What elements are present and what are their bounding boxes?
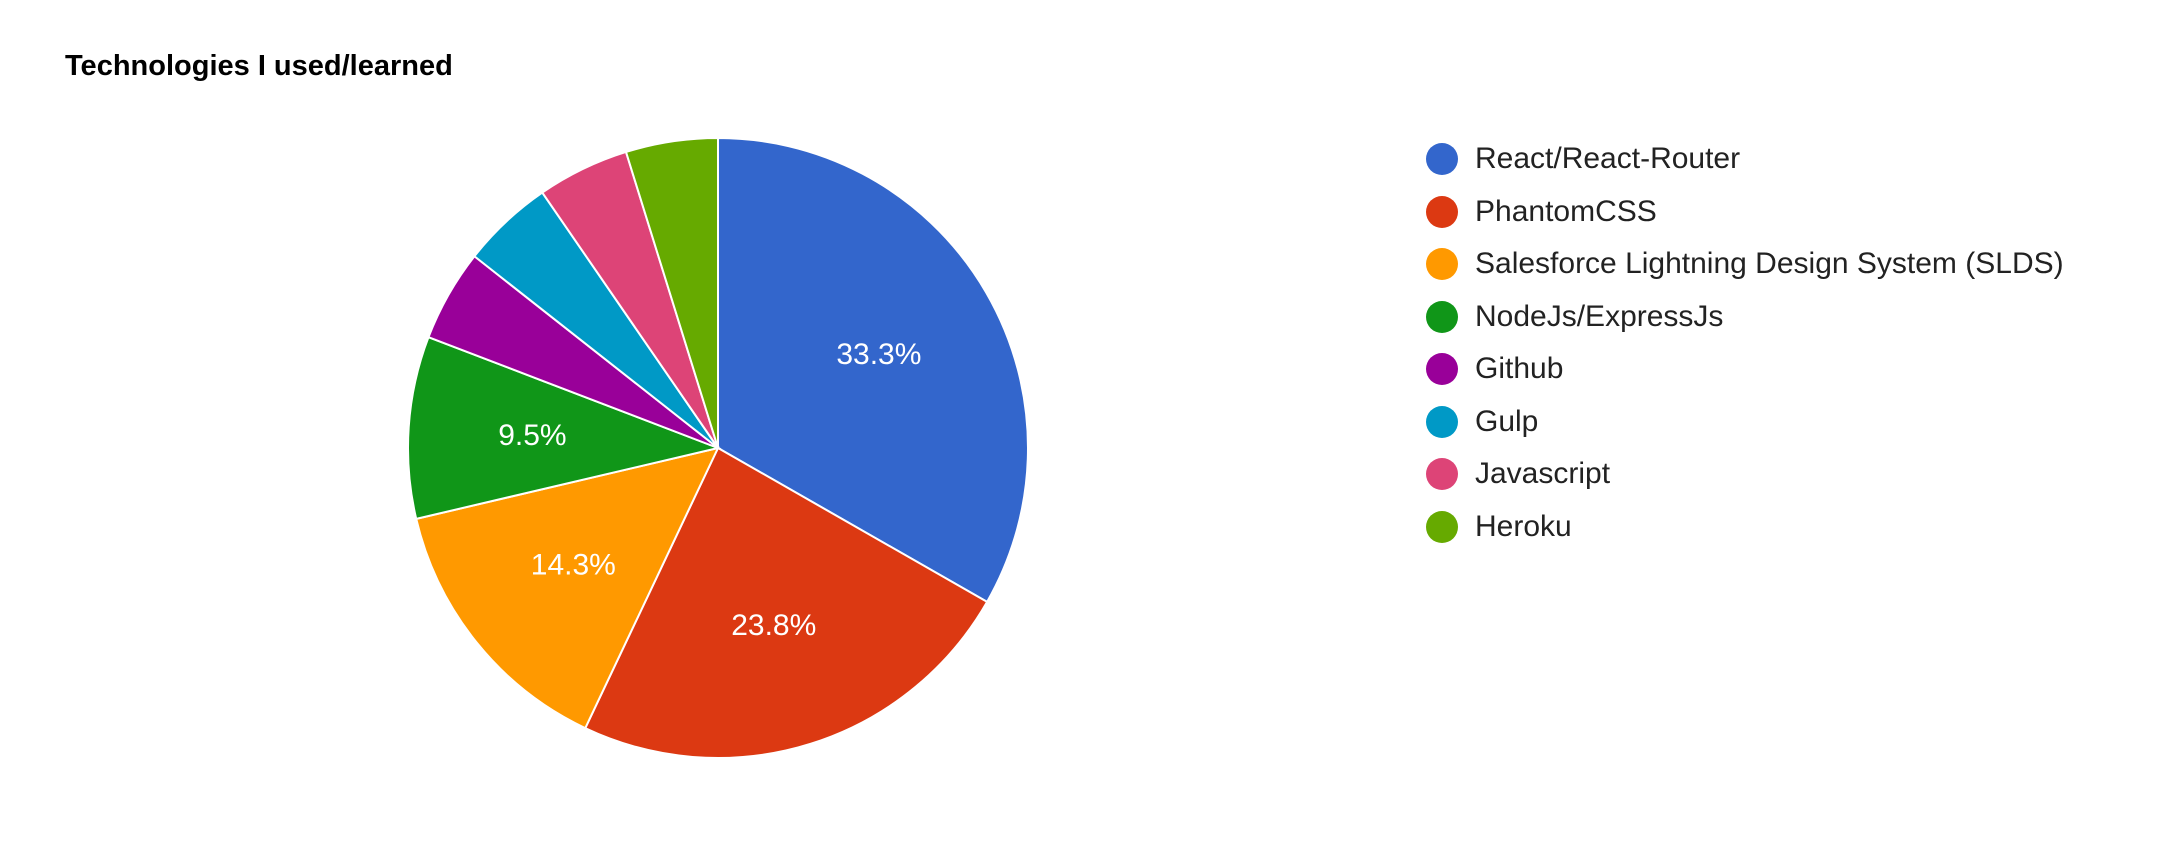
legend-label: Heroku — [1475, 509, 1572, 543]
slice-label-phantomcss: 23.8% — [731, 609, 816, 642]
pie-slice-react-react-router[interactable] — [717, 136, 1029, 604]
legend-item-phantomcss[interactable]: PhantomCSS — [1426, 186, 2064, 239]
chart-title: Technologies I used/learned — [65, 50, 453, 82]
legend-label: PhantomCSS — [1475, 194, 1657, 228]
legend-label: Github — [1475, 352, 1564, 386]
legend-swatch — [1426, 353, 1458, 386]
legend-swatch — [1426, 300, 1458, 333]
legend-item-javascript[interactable]: Javascript — [1426, 448, 2064, 501]
legend-swatch — [1426, 510, 1458, 543]
legend-item-github[interactable]: Github — [1426, 343, 2064, 396]
legend-item-react-react-router[interactable]: React/React-Router — [1426, 133, 2064, 186]
legend-label: Gulp — [1475, 404, 1539, 438]
pie-slice-phantomcss[interactable] — [583, 446, 989, 759]
legend-label: React/React-Router — [1475, 142, 1741, 176]
legend-swatch — [1426, 248, 1458, 281]
legend-swatch — [1426, 195, 1458, 228]
legend-label: NodeJs/ExpressJs — [1475, 299, 1724, 333]
legend-item-gulp[interactable]: Gulp — [1426, 396, 2064, 449]
legend-item-salesforce-lightning-design-system-slds[interactable]: Salesforce Lightning Design System (SLDS… — [1426, 238, 2064, 291]
legend-label: Salesforce Lightning Design System (SLDS… — [1475, 247, 2064, 281]
legend-swatch — [1426, 143, 1458, 176]
legend: React/React-Router PhantomCSS Salesforce L… — [1426, 133, 2064, 553]
legend-item-nodejs-expressjs[interactable]: NodeJs/ExpressJs — [1426, 291, 2064, 344]
legend-item-heroku[interactable]: Heroku — [1426, 501, 2064, 554]
legend-swatch — [1426, 458, 1458, 491]
slice-label-react-react-router: 33.3% — [836, 338, 921, 371]
pie-slice-nodejs-expressjs[interactable] — [407, 335, 722, 521]
pie-slice-salesforce-lightning-design-system-slds[interactable] — [415, 446, 720, 730]
legend-swatch — [1426, 405, 1458, 438]
pie-slice-heroku[interactable] — [624, 136, 719, 449]
legend-label: Javascript — [1475, 457, 1611, 491]
slice-label-nodejs-expressjs: 9.5% — [498, 419, 566, 452]
slice-label-salesforce-lightning-design-system-slds: 14.3% — [531, 548, 616, 581]
